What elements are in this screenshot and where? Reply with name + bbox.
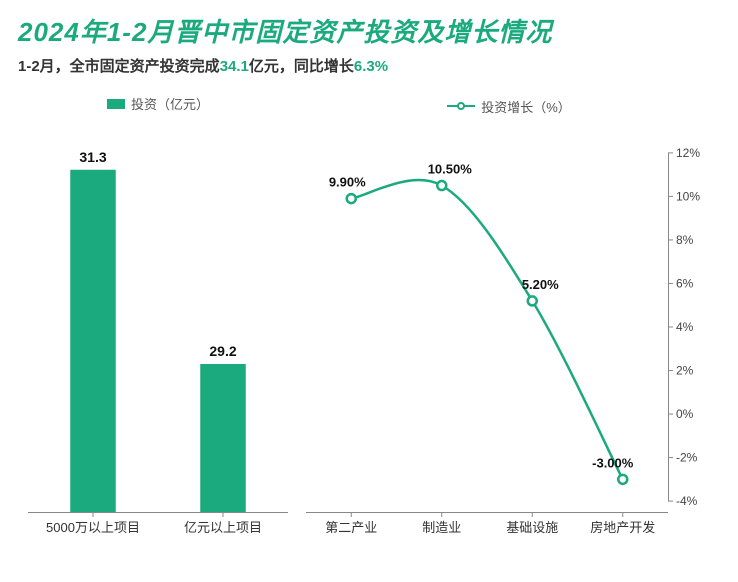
line-chart-panel: -4% -2% 0% 2% 4% 6% 8% 10% 12% 第二产业 9.90% 制造业 10.50%…: [298, 122, 720, 552]
line-point-marker: [618, 474, 627, 483]
line-point-label: -3.00%: [592, 455, 634, 470]
y-axis-tick-label: 4%: [676, 320, 694, 334]
y-axis-tick-label: 6%: [676, 276, 694, 290]
y-axis-tick-label: 8%: [676, 232, 694, 246]
legend-line: 投资增长（%）: [447, 97, 571, 116]
line-series: [351, 180, 623, 479]
bar: [200, 364, 246, 512]
y-axis-tick-label: 2%: [676, 363, 694, 377]
line-category-label: 制造业: [422, 520, 461, 535]
line-point-marker: [347, 194, 356, 203]
subtitle-prefix: 1-2月，全市固定资产投资完成: [18, 58, 220, 75]
subtitle-value-1: 34.1: [220, 58, 249, 75]
y-axis-tick-label: -4%: [676, 494, 698, 508]
bar-value-label: 29.2: [209, 343, 236, 359]
y-axis-tick-label: -2%: [676, 450, 698, 464]
bar: [70, 169, 116, 511]
bar-category-label: 5000万以上项目: [46, 520, 140, 535]
line-point-label: 5.20%: [522, 276, 559, 291]
legend-row: 投资（亿元） 投资增长（%）: [18, 94, 720, 116]
chart-subtitle: 1-2月，全市固定资产投资完成34.1亿元，同比增长6.3%: [18, 55, 720, 76]
y-axis-tick-label: 0%: [676, 407, 694, 421]
line-point-marker: [437, 181, 446, 190]
legend-line-marker-icon: [447, 105, 475, 107]
y-axis-tick-label: 10%: [676, 189, 700, 203]
line-category-label: 基础设施: [506, 520, 558, 535]
subtitle-value-2: 6.3%: [354, 58, 388, 75]
line-point-marker: [528, 296, 537, 305]
legend-bar-swatch-icon: [107, 99, 125, 109]
line-point-label: 9.90%: [329, 174, 366, 189]
line-category-label: 房地产开发: [590, 520, 655, 535]
y-axis-tick-label: 12%: [676, 145, 700, 159]
legend-bar-label: 投资（亿元）: [131, 94, 209, 113]
bar-value-label: 31.3: [79, 148, 106, 164]
subtitle-mid: 亿元，同比增长: [249, 58, 354, 75]
bar-chart-panel: 31.3 5000万以上项目 29.2 亿元以上项目: [18, 122, 298, 552]
legend-line-label: 投资增长（%）: [481, 97, 571, 116]
line-point-label: 10.50%: [428, 161, 473, 176]
legend-bar: 投资（亿元）: [107, 94, 209, 113]
bar-category-label: 亿元以上项目: [184, 520, 262, 535]
line-category-label: 第二产业: [325, 520, 377, 535]
chart-title: 2024年1-2月晋中市固定资产投资及增长情况: [18, 12, 720, 49]
